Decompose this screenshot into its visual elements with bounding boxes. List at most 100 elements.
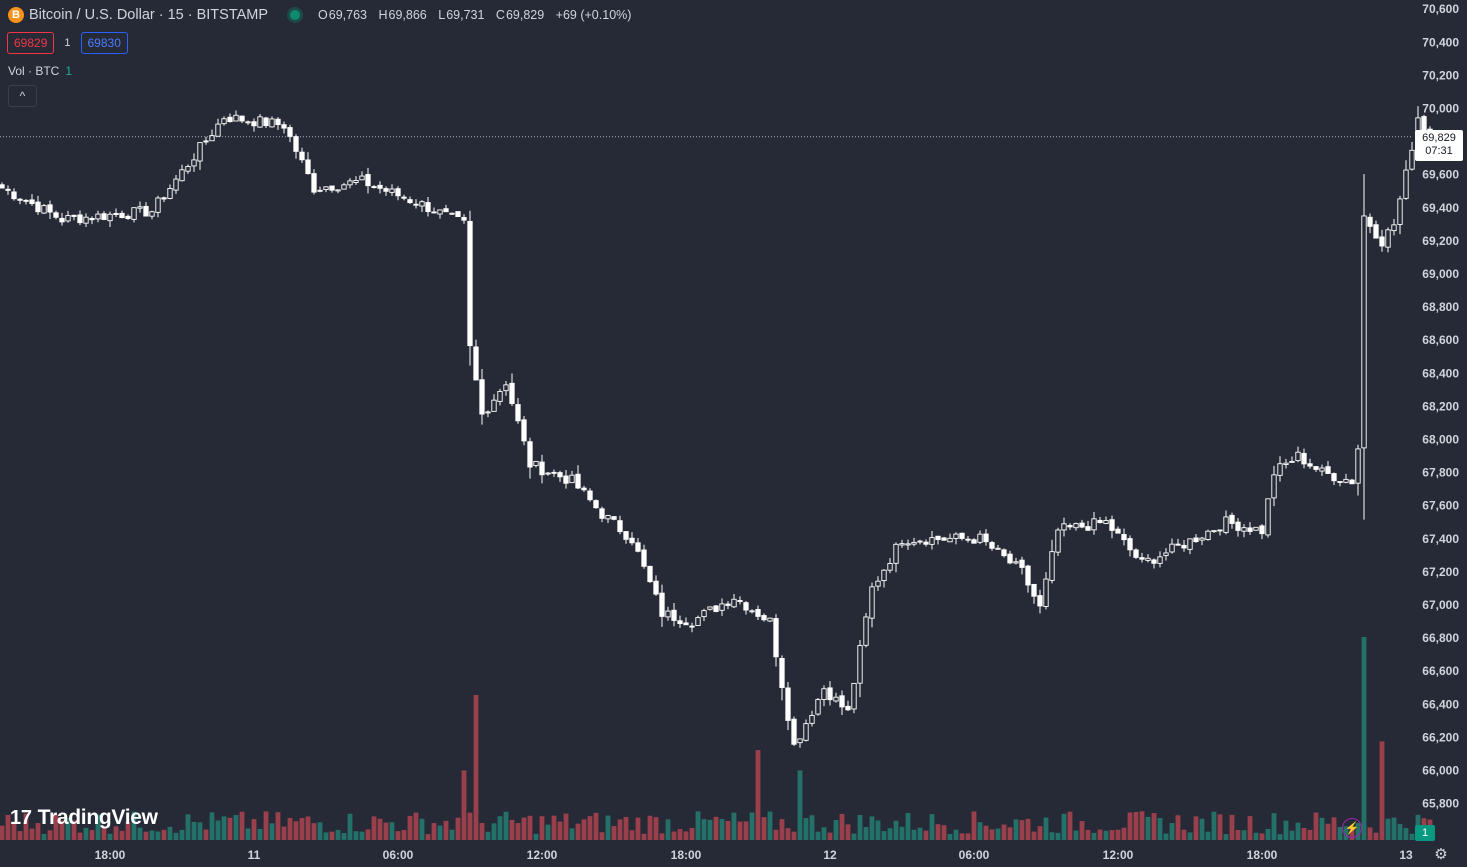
candle-body [1325, 466, 1331, 474]
volume-bar [1067, 811, 1073, 840]
volume-bar [827, 832, 833, 840]
candle-body [443, 208, 449, 213]
volume-bar [191, 821, 197, 840]
last-price-badge: 69,829 07:31 [1415, 130, 1463, 161]
candle-body [821, 688, 827, 701]
candle-body [455, 211, 461, 218]
volume-bar [1001, 824, 1007, 840]
candle-body [227, 116, 233, 123]
volume-bar [1169, 823, 1175, 840]
volume-bar [1313, 812, 1319, 840]
collapse-legend-button[interactable]: ^ [8, 85, 37, 107]
volume-bar [89, 830, 95, 840]
candle-body [341, 184, 347, 190]
candle-body [125, 215, 131, 219]
x-tick-label: 12:00 [527, 848, 558, 862]
candle-body [1421, 116, 1427, 131]
volume-bar [1013, 819, 1019, 840]
candle-body [1127, 538, 1133, 551]
candle-body [653, 580, 659, 595]
volume-bar [119, 830, 125, 840]
candle-body [947, 537, 953, 543]
candle-body [1121, 534, 1127, 541]
volume-bar [887, 828, 893, 840]
close-value: 69,829 [505, 8, 545, 22]
volume-bar [725, 820, 731, 840]
candle-body [1409, 149, 1415, 170]
tradingview-logo[interactable]: 17 TradingView [10, 806, 158, 830]
candle-body [1061, 523, 1067, 531]
candle-body [1187, 538, 1193, 550]
candle-body [623, 531, 629, 540]
y-tick-label: 65,800 [1422, 797, 1459, 811]
candle-body [533, 460, 539, 466]
y-tick-label: 68,600 [1422, 333, 1459, 347]
volume-bar [299, 817, 305, 840]
candle-body [587, 490, 593, 501]
volume-bar [971, 811, 977, 840]
volume-bar [689, 827, 695, 840]
candle-body [785, 687, 791, 721]
candle-body [1229, 514, 1235, 524]
candle-body [893, 543, 899, 564]
volume-bar [1079, 820, 1085, 840]
y-tick-label: 67,600 [1422, 499, 1459, 513]
volume-bar [605, 815, 611, 840]
volume-bar [1247, 816, 1253, 840]
volume-bar [575, 823, 581, 840]
bolt-icon[interactable]: ⚡ [1342, 818, 1362, 838]
volume-bar [197, 822, 203, 840]
candle-body [383, 188, 389, 192]
volume-bar [323, 832, 329, 840]
volume-bar [71, 820, 77, 840]
candle-body [431, 211, 437, 214]
volume-bar [491, 823, 497, 840]
candle-body [803, 723, 809, 741]
gear-icon[interactable]: ⚙ [1434, 846, 1448, 863]
candle-body [707, 606, 713, 610]
buy-button[interactable]: 69830 [80, 32, 128, 54]
volume-bar [941, 825, 947, 840]
volume-bar [1061, 813, 1067, 840]
volume-bar [473, 695, 479, 840]
volume-bar [1337, 827, 1343, 840]
volume-bar [1007, 827, 1013, 840]
volume-bar [431, 823, 437, 840]
candle-body [59, 217, 65, 223]
candle-body [521, 419, 527, 442]
volume-bar [257, 829, 263, 840]
symbol-title[interactable]: Bitcoin / U.S. Dollar · 15 · BITSTAMP [29, 7, 269, 23]
volume-bar [227, 817, 233, 840]
volume-bar [953, 829, 959, 840]
candle-body [377, 184, 383, 189]
candle-body [1001, 549, 1007, 557]
candle-body [1109, 519, 1115, 531]
candle-body [1139, 557, 1145, 560]
volume-bar [1157, 818, 1163, 840]
volume-bar [761, 817, 767, 840]
symbol-header: B Bitcoin / U.S. Dollar · 15 · BITSTAMP … [8, 5, 631, 25]
candle-body [917, 540, 923, 543]
volume-legend[interactable]: Vol · BTC 1 [8, 64, 72, 78]
volume-bar [1205, 831, 1211, 840]
candle-body [1343, 478, 1349, 483]
volume-bar [185, 814, 191, 840]
volume-bar [29, 828, 35, 840]
volume-bar [443, 820, 449, 840]
volume-bar [929, 814, 935, 840]
volume-bar [467, 812, 473, 840]
candle-body [581, 487, 587, 491]
volume-bar [77, 832, 83, 840]
candle-body [1337, 481, 1343, 483]
candle-body [503, 384, 509, 392]
candle-body [359, 175, 365, 181]
volume-bar [1361, 637, 1367, 840]
volume-bar [479, 822, 485, 840]
candle-body [1103, 520, 1109, 524]
volume-bar [893, 820, 899, 840]
candle-body [905, 543, 911, 546]
candle-body [1151, 559, 1157, 564]
sell-button[interactable]: 69829 [7, 32, 55, 54]
